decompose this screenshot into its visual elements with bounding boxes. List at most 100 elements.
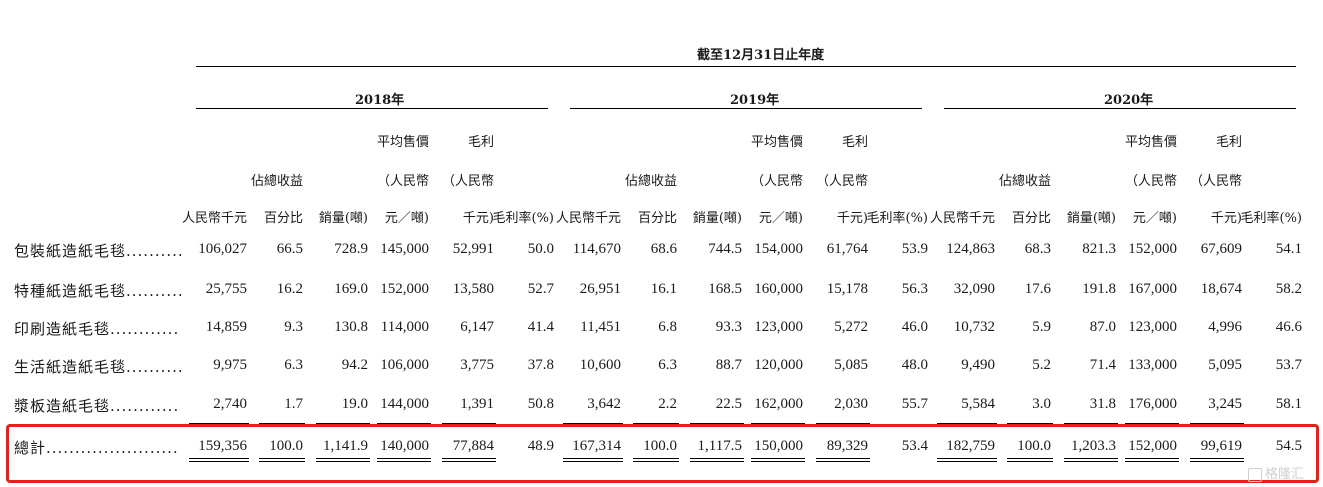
table-cell: 94.2 bbox=[341, 357, 368, 373]
table-cell: 16.2 bbox=[276, 281, 303, 297]
column-header: 佔總收益 bbox=[998, 174, 1051, 189]
table-cell: 123,000 bbox=[1128, 319, 1177, 335]
column-header: 銷量(噸) bbox=[1066, 211, 1116, 226]
table-cell: 58.2 bbox=[1275, 281, 1302, 297]
total-double-rule bbox=[563, 458, 623, 462]
column-header: 佔總收益 bbox=[624, 174, 677, 189]
total-double-rule bbox=[1007, 458, 1053, 462]
year-2020: 2020年 bbox=[1104, 93, 1154, 108]
table-cell: 46.6 bbox=[1275, 319, 1302, 335]
column-header: （人民幣 bbox=[750, 174, 803, 189]
table-cell: 56.3 bbox=[901, 281, 928, 297]
subtotal-rule bbox=[690, 423, 744, 424]
total-double-rule bbox=[189, 458, 249, 462]
table-cell: 728.9 bbox=[334, 241, 368, 257]
total-double-rule bbox=[259, 458, 305, 462]
column-header: （人民幣 bbox=[815, 174, 868, 189]
row-label: 生活紙造紙毛毯.......... bbox=[14, 358, 184, 376]
table-cell: 4,996 bbox=[1208, 319, 1242, 335]
table-cell: 6,147 bbox=[460, 319, 494, 335]
column-header: 人民幣千元 bbox=[555, 211, 621, 226]
table-cell: 2,740 bbox=[213, 396, 247, 412]
table-cell: 67,609 bbox=[1200, 241, 1242, 257]
total-double-rule bbox=[442, 458, 496, 462]
subtotal-rule bbox=[816, 423, 870, 424]
total-cell: 77,884 bbox=[452, 438, 494, 454]
subtotal-rule bbox=[633, 423, 679, 424]
column-header: 元／噸) bbox=[384, 211, 429, 226]
table-cell: 14,859 bbox=[205, 319, 247, 335]
table-cell: 68.6 bbox=[650, 241, 677, 257]
total-double-rule bbox=[816, 458, 870, 462]
table-cell: 5.9 bbox=[1032, 319, 1051, 335]
subtotal-rule bbox=[189, 423, 249, 424]
total-double-rule bbox=[377, 458, 431, 462]
table-cell: 123,000 bbox=[754, 319, 803, 335]
year-2018: 2018年 bbox=[355, 93, 405, 108]
subtotal-rule bbox=[316, 423, 370, 424]
table-cell: 145,000 bbox=[380, 241, 429, 257]
subtotal-rule bbox=[937, 423, 997, 424]
table-cell: 130.8 bbox=[334, 319, 368, 335]
table-cell: 48.0 bbox=[901, 357, 928, 373]
column-header: 毛利 bbox=[1215, 135, 1242, 150]
table-cell: 22.5 bbox=[715, 396, 742, 412]
column-header: （人民幣 bbox=[376, 174, 429, 189]
column-header: 人民幣千元 bbox=[181, 211, 247, 226]
total-double-rule bbox=[937, 458, 997, 462]
watermark: 格隆汇 bbox=[1248, 463, 1304, 482]
column-header: 平均售價 bbox=[1124, 135, 1177, 150]
table-cell: 114,000 bbox=[380, 319, 429, 335]
total-cell: 1,203.3 bbox=[1071, 438, 1116, 454]
table-cell: 3,775 bbox=[460, 357, 494, 373]
column-header: 平均售價 bbox=[376, 135, 429, 150]
subtotal-rule bbox=[1125, 423, 1179, 424]
total-double-rule bbox=[690, 458, 744, 462]
total-row-highlight bbox=[6, 424, 1319, 483]
table-cell: 37.8 bbox=[527, 357, 554, 373]
subtotal-rule bbox=[1190, 423, 1244, 424]
subtotal-rule bbox=[1064, 423, 1118, 424]
table-cell: 3.0 bbox=[1032, 396, 1051, 412]
table-cell: 3,642 bbox=[587, 396, 621, 412]
column-header: 千元) bbox=[836, 211, 868, 226]
watermark-logo-icon bbox=[1248, 467, 1262, 482]
table-cell: 152,000 bbox=[380, 281, 429, 297]
table-cell: 17.6 bbox=[1024, 281, 1051, 297]
table-cell: 55.7 bbox=[901, 396, 928, 412]
table-cell: 821.3 bbox=[1082, 241, 1116, 257]
row-label: 特種紙造紙毛毯.......... bbox=[14, 282, 184, 300]
row-label: 包裝紙造紙毛毯.......... bbox=[14, 242, 184, 260]
total-double-rule bbox=[1125, 458, 1179, 462]
table-cell: 68.3 bbox=[1024, 241, 1051, 257]
table-cell: 32,090 bbox=[953, 281, 995, 297]
table-cell: 13,580 bbox=[452, 281, 494, 297]
table-cell: 71.4 bbox=[1089, 357, 1116, 373]
table-cell: 19.0 bbox=[341, 396, 368, 412]
year-rule-2018 bbox=[196, 108, 548, 109]
table-cell: 1,391 bbox=[460, 396, 494, 412]
table-cell: 54.1 bbox=[1275, 241, 1302, 257]
total-cell: 182,759 bbox=[946, 438, 995, 454]
total-double-rule bbox=[1190, 458, 1244, 462]
total-cell: 99,619 bbox=[1200, 438, 1242, 454]
table-cell: 5,085 bbox=[834, 357, 868, 373]
table-cell: 5,272 bbox=[834, 319, 868, 335]
period-title: 截至12月31日止年度 bbox=[697, 48, 825, 63]
total-cell: 53.4 bbox=[901, 438, 928, 454]
column-header: （人民幣 bbox=[441, 174, 494, 189]
total-double-rule bbox=[1064, 458, 1118, 462]
table-cell: 154,000 bbox=[754, 241, 803, 257]
table-cell: 26,951 bbox=[579, 281, 621, 297]
table-cell: 5,584 bbox=[961, 396, 995, 412]
subtotal-rule bbox=[259, 423, 305, 424]
table-cell: 5,095 bbox=[1208, 357, 1242, 373]
table-cell: 53.9 bbox=[901, 241, 928, 257]
subtotal-rule bbox=[377, 423, 431, 424]
subtotal-rule bbox=[442, 423, 496, 424]
column-header: 千元) bbox=[462, 211, 494, 226]
total-cell: 100.0 bbox=[1017, 438, 1051, 454]
total-cell: 89,329 bbox=[826, 438, 868, 454]
table-cell: 6.3 bbox=[658, 357, 677, 373]
table-cell: 52.7 bbox=[527, 281, 554, 297]
